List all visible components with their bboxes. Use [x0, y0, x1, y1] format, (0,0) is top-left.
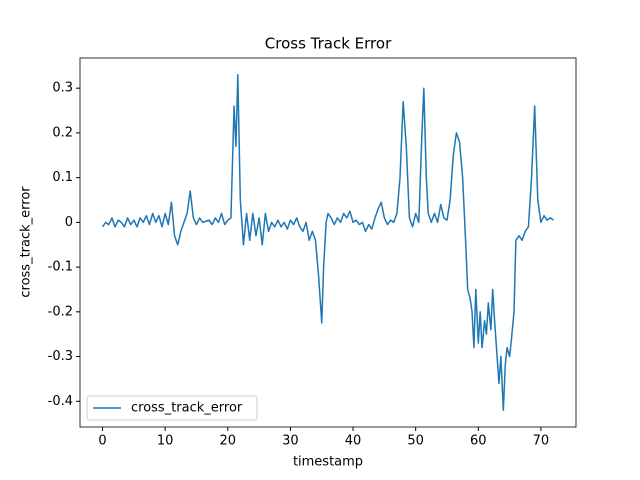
y-tick-label: -0.4 [48, 394, 73, 409]
x-tick-label: 50 [407, 434, 424, 449]
y-tick-label: 0.2 [52, 125, 73, 140]
x-axis-label: timestamp [293, 455, 363, 470]
y-axis-label: cross_track_error [19, 186, 34, 298]
y-tick-label: -0.3 [48, 349, 73, 364]
x-tick-label: 10 [157, 434, 174, 449]
x-tick-label: 70 [533, 434, 550, 449]
x-tick-label: 30 [282, 434, 299, 449]
x-tick-label: 60 [470, 434, 487, 449]
plot-frame [79, 57, 577, 428]
x-tick-label: 0 [98, 434, 106, 449]
data-line [101, 74, 554, 411]
x-tick-label: 40 [345, 434, 362, 449]
y-tick-label: 0 [65, 215, 73, 230]
y-tick-label: 0.3 [52, 81, 73, 96]
chart-title: Cross Track Error [265, 35, 392, 53]
legend-label: cross_track_error [131, 401, 243, 416]
y-tick-label: 0.1 [52, 170, 73, 185]
legend-box [86, 395, 258, 421]
x-tick-label: 20 [220, 434, 237, 449]
y-tick-label: -0.1 [48, 260, 73, 275]
y-tick-label: -0.2 [48, 304, 73, 319]
